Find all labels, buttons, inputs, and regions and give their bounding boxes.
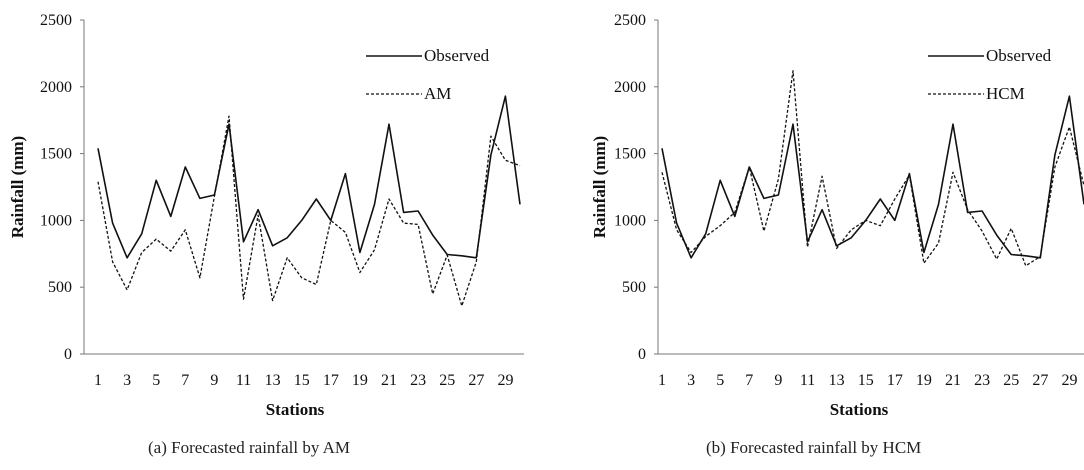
x-tick-label: 25 [439, 372, 455, 389]
x-tick-label: 1 [94, 372, 102, 389]
y-axis-label: Rainfall (mm) [8, 136, 27, 238]
x-tick-label: 15 [858, 372, 874, 389]
x-tick-label: 1 [658, 372, 666, 389]
x-axis-label: Stations [266, 400, 325, 419]
x-tick-label: 21 [381, 372, 397, 389]
x-tick-label: 27 [468, 372, 484, 389]
y-tick-label: 1000 [40, 212, 72, 229]
y-tick-label: 2500 [614, 12, 646, 29]
series-line-hcm [661, 70, 1084, 267]
x-tick-label: 13 [265, 372, 281, 389]
legend-label-am: AM [424, 84, 451, 103]
y-tick-label: 2500 [40, 12, 72, 29]
x-tick-label: 11 [236, 372, 251, 389]
y-tick-label: 500 [622, 279, 646, 296]
x-axis-label: Stations [830, 400, 889, 419]
x-tick-label: 17 [323, 372, 339, 389]
x-tick-label: 23 [974, 372, 990, 389]
x-tick-label: 21 [945, 372, 961, 389]
y-tick-label: 2000 [40, 79, 72, 96]
y-tick-label: 1000 [614, 212, 646, 229]
x-tick-label: 11 [800, 372, 815, 389]
y-tick-label: 1500 [614, 146, 646, 163]
x-tick-label: 7 [181, 372, 189, 389]
series-line-observed [97, 95, 521, 259]
series-line-observed [661, 95, 1084, 259]
x-tick-label: 25 [1003, 372, 1019, 389]
x-tick-label: 23 [410, 372, 426, 389]
series-line-am [97, 115, 521, 307]
x-tick-label: 19 [352, 372, 368, 389]
y-tick-label: 1500 [40, 146, 72, 163]
x-tick-label: 9 [774, 372, 782, 389]
y-axis-label: Rainfall (mm) [590, 136, 609, 238]
legend-label-observed: Observed [424, 46, 490, 65]
x-tick-label: 5 [716, 372, 724, 389]
x-tick-label: 3 [123, 372, 131, 389]
x-tick-label: 9 [210, 372, 218, 389]
x-tick-label: 19 [916, 372, 932, 389]
x-tick-label: 17 [887, 372, 903, 389]
x-tick-label: 3 [687, 372, 695, 389]
x-tick-label: 29 [1061, 372, 1077, 389]
caption-am: (a) Forecasted rainfall by AM [148, 438, 351, 457]
y-tick-label: 2000 [614, 79, 646, 96]
x-tick-label: 29 [497, 372, 513, 389]
x-tick-label: 15 [294, 372, 310, 389]
x-tick-label: 5 [152, 372, 160, 389]
x-tick-label: 7 [745, 372, 753, 389]
x-tick-label: 13 [829, 372, 845, 389]
y-tick-label: 0 [64, 346, 72, 363]
legend-label-observed: Observed [986, 46, 1052, 65]
y-tick-label: 500 [48, 279, 72, 296]
legend-label-hcm: HCM [986, 84, 1025, 103]
x-tick-label: 27 [1032, 372, 1048, 389]
y-tick-label: 0 [638, 346, 646, 363]
caption-hcm: (b) Forecasted rainfall by HCM [706, 438, 922, 457]
